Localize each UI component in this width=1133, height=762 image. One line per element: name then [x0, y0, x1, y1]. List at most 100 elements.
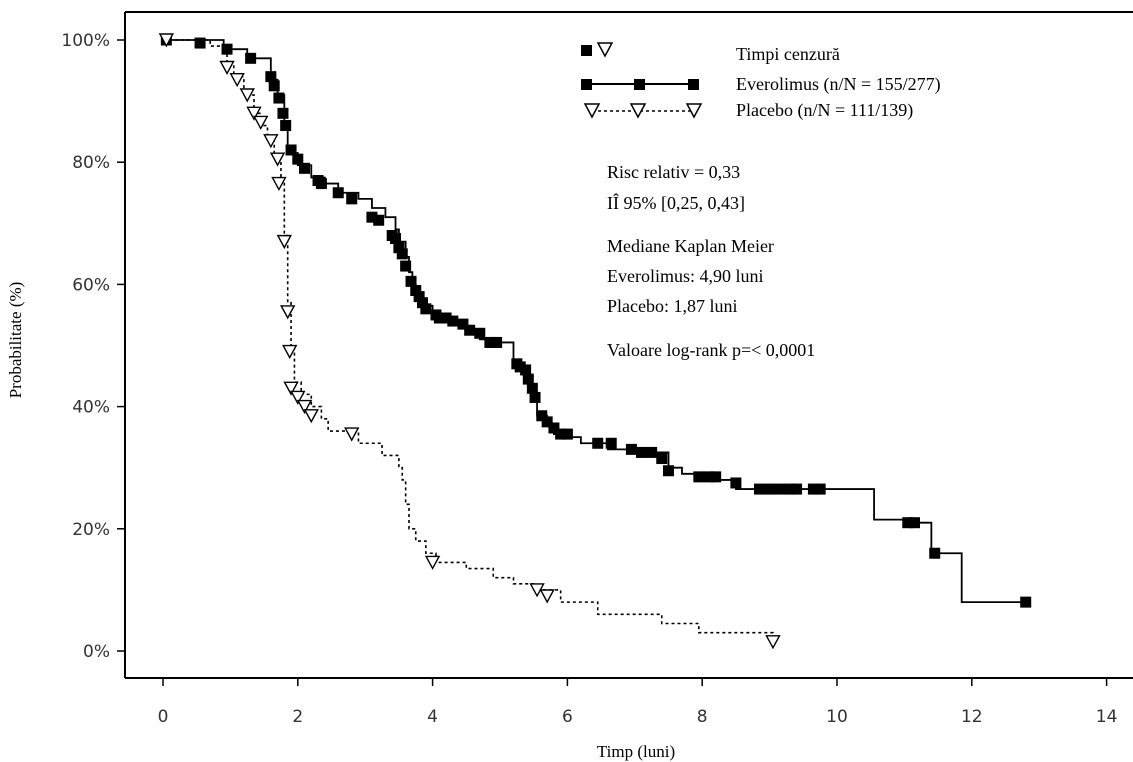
- everolimus-censor-marker: [491, 336, 503, 348]
- everolimus-censor-marker: [440, 312, 452, 324]
- placebo-censor-marker: [765, 635, 781, 650]
- everolimus-censor-marker: [346, 193, 358, 205]
- everolimus-censor-marker: [433, 312, 445, 324]
- placebo-censor-marker: [282, 344, 298, 360]
- everolimus-survival-curve: [163, 39, 1026, 604]
- x-tick-label: 2: [292, 707, 303, 727]
- everolimus-censor-marker: [1020, 596, 1032, 608]
- everolimus-censor-marker: [396, 248, 408, 260]
- everolimus-censor-marker: [764, 483, 776, 495]
- everolimus-censor-marker: [373, 214, 385, 226]
- series-layer: [158, 33, 1032, 650]
- placebo-censor-marker: [158, 33, 175, 48]
- y-tick-label: 100%: [61, 31, 110, 51]
- everolimus-censor-marker: [390, 233, 402, 245]
- y-tick-label: 20%: [72, 520, 110, 540]
- everolimus-censor-marker: [814, 483, 826, 495]
- legend-everolimus-label: Everolimus (n/N = 155/277): [736, 74, 941, 95]
- everolimus-censor-marker: [703, 471, 715, 483]
- everolimus-censor-marker: [774, 483, 786, 495]
- everolimus-censor-marker: [292, 153, 304, 165]
- everolimus-censor-marker: [784, 483, 796, 495]
- everolimus-censor-marker: [902, 517, 914, 529]
- everolimus-censor-marker: [693, 471, 705, 483]
- legend-censor-square-marker: [581, 45, 592, 56]
- placebo-censor-marker: [219, 60, 235, 75]
- placebo-censor-marker: [263, 134, 279, 149]
- everolimus-censor-marker: [605, 437, 617, 449]
- everolimus-censor-marker: [541, 416, 553, 428]
- everolimus-censor-marker: [315, 178, 327, 190]
- everolimus-censor-marker: [410, 285, 422, 297]
- everolimus-censor-marker: [366, 211, 378, 223]
- placebo-censor-marker: [344, 427, 360, 442]
- x-tick-label: 12: [961, 707, 983, 727]
- everolimus-censor-marker: [265, 71, 277, 83]
- everolimus-censor-marker: [457, 318, 469, 330]
- y-axis-title: Probabilitate (%): [6, 282, 25, 399]
- everolimus-censor-marker: [656, 453, 668, 465]
- legend: Timpi cenzură Everolimus (n/N = 155/277)…: [581, 42, 941, 121]
- y-tick-label: 60%: [72, 275, 110, 295]
- placebo-censor-marker: [246, 106, 262, 121]
- everolimus-censor-marker: [710, 471, 722, 483]
- placebo-censor-marker: [229, 73, 245, 88]
- everolimus-censor-marker: [245, 52, 257, 64]
- logrank-p-value: Valoare log-rank p=< 0,0001: [607, 340, 815, 360]
- everolimus-censor-marker: [555, 428, 567, 440]
- y-tick-label: 0%: [83, 642, 110, 662]
- confidence-interval-text: IÎ 95% [0,25, 0,43]: [607, 192, 745, 213]
- legend-everolimus-marker: [581, 79, 592, 90]
- placebo-censor-marker: [280, 305, 296, 320]
- everolimus-censor-marker: [526, 382, 538, 394]
- legend-placebo-marker: [629, 103, 647, 119]
- x-axis-ticks: 0 2 4 6 8 10 12 14: [158, 678, 1118, 727]
- legend-censor-label: Timpi cenzură: [736, 44, 840, 64]
- everolimus-censor-marker: [529, 391, 541, 403]
- legend-censor-triangle-marker: [596, 42, 614, 58]
- everolimus-censor-marker: [730, 477, 742, 489]
- everolimus-censor-marker: [929, 547, 941, 559]
- everolimus-censor-marker: [420, 303, 432, 315]
- everolimus-censor-marker: [522, 373, 534, 385]
- x-tick-label: 0: [158, 707, 169, 727]
- placebo-survival-curve: [163, 39, 774, 639]
- y-axis-ticks: 0% 20% 40% 60% 80% 100%: [61, 31, 125, 662]
- everolimus-censor-marker: [909, 517, 921, 529]
- y-tick-label: 80%: [72, 153, 110, 173]
- everolimus-censor-marker: [447, 315, 459, 327]
- everolimus-censor-marker: [277, 107, 289, 119]
- x-axis-title: Timp (luni): [597, 742, 675, 761]
- everolimus-censor-marker: [646, 446, 658, 458]
- everolimus-censor-marker: [268, 80, 280, 92]
- everolimus-censor-marker: [393, 242, 405, 254]
- legend-placebo-marker: [685, 103, 703, 119]
- x-tick-label: 10: [826, 707, 848, 727]
- everolimus-censor-marker: [405, 275, 417, 287]
- placebo-censor-marker: [283, 381, 299, 396]
- legend-everolimus-marker: [634, 79, 645, 90]
- x-tick-label: 4: [427, 707, 438, 727]
- placebo-censor-marker: [271, 176, 287, 192]
- legend-placebo-label: Placebo (n/N = 111/139): [736, 100, 913, 121]
- everolimus-censor-marker: [194, 37, 206, 49]
- everolimus-censor-marker: [474, 327, 486, 339]
- everolimus-censor-marker: [273, 92, 285, 104]
- placebo-censor-marker: [276, 234, 292, 250]
- placebo-censor-marker: [290, 390, 306, 405]
- everolimus-censor-marker: [791, 483, 803, 495]
- statistics-annotations: Risc relativ = 0,33 IÎ 95% [0,25, 0,43] …: [607, 162, 815, 360]
- everolimus-censor-marker: [807, 483, 819, 495]
- everolimus-censor-marker: [520, 364, 532, 376]
- everolimus-censor-marker: [636, 446, 648, 458]
- x-tick-label: 8: [697, 707, 708, 727]
- everolimus-censor-marker: [400, 260, 412, 272]
- x-tick-label: 6: [562, 707, 573, 727]
- placebo-censor-marker: [539, 589, 555, 604]
- hazard-ratio-text: Risc relativ = 0,33: [607, 162, 740, 182]
- everolimus-censor-marker: [280, 120, 292, 132]
- km-median-placebo: Placebo: 1,87 luni: [607, 296, 737, 316]
- x-tick-label: 14: [1096, 707, 1118, 727]
- everolimus-censor-marker: [332, 187, 344, 199]
